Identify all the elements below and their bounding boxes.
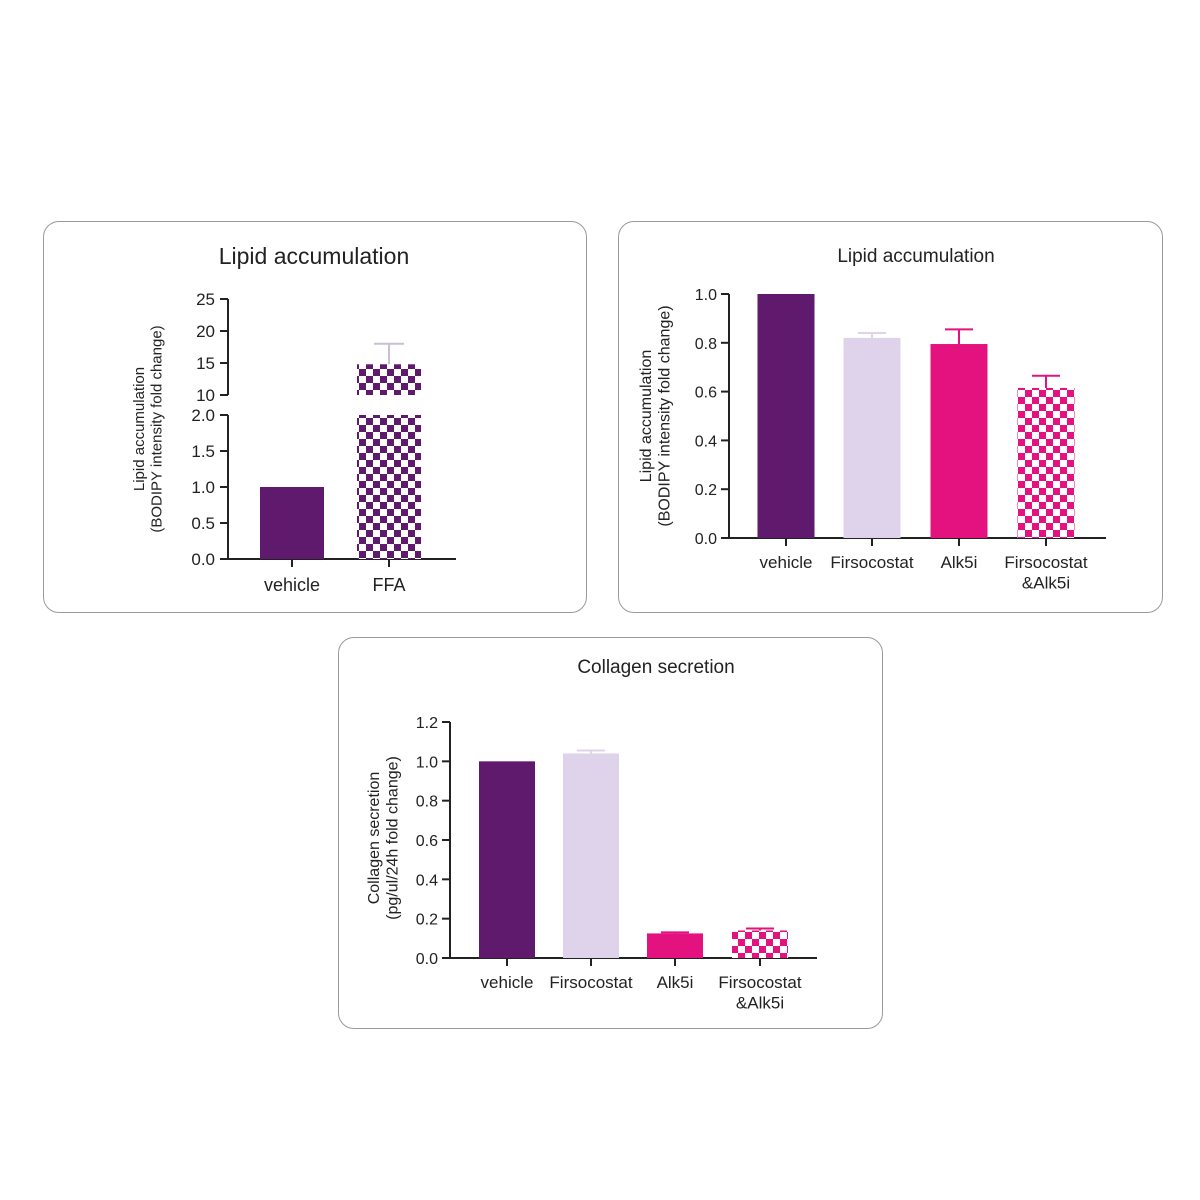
y-tick-label: 20 (196, 322, 215, 341)
bar-vehicle (479, 761, 535, 958)
x-tick-label-line: Firsocostat (549, 973, 632, 992)
x-tick-label-line: vehicle (264, 575, 320, 595)
y-tick-label: 0.6 (695, 385, 717, 402)
x-tick-label: Firsocostat (830, 553, 913, 572)
y-tick-label: 1.0 (416, 754, 438, 771)
bar-alk5i (647, 933, 703, 958)
y-tick-label: 0.2 (416, 912, 438, 929)
y-axis-label-line1: Lipid accumulation (638, 350, 655, 483)
y-tick-label: 0.8 (416, 794, 438, 811)
y-axis-label: Lipid accumulation(BODIPY intensity fold… (638, 305, 673, 526)
y-tick-label: 0.2 (695, 482, 717, 499)
y-tick-label: 1.0 (191, 478, 215, 497)
bar-vehicle (757, 294, 815, 538)
x-tick-label-line: FFA (372, 575, 405, 595)
x-tick-label: Firsocostat &Alk5i (1004, 553, 1087, 592)
y-axis-label-line2: (BODIPY intensity fold change) (148, 325, 165, 532)
chart-title: Lipid accumulation (837, 246, 994, 267)
y-tick-label: 2.0 (191, 406, 215, 425)
y-axis-label-line1: Lipid accumulation (131, 367, 148, 491)
bar-FFA-lower (357, 415, 421, 559)
x-tick-label: Alk5i (657, 973, 694, 992)
y-tick-label: 0.4 (695, 433, 717, 450)
x-tick-label-line: &Alk5i (1022, 573, 1070, 592)
y-tick-label: 0.0 (416, 951, 438, 968)
x-tick-label: vehicle (264, 575, 320, 595)
x-tick-label: vehicle (481, 973, 534, 992)
bar-alk5i (930, 344, 988, 538)
y-tick-label: 1.2 (416, 715, 438, 732)
chart-title: Lipid accumulation (219, 243, 410, 269)
chart-title: Collagen secretion (577, 657, 734, 678)
chart-panel-lipid-ffa: Lipid accumulation Lipid accumulation(BOD… (43, 221, 587, 613)
y-tick-label: 25 (196, 290, 215, 309)
chart-panel-collagen: Collagen secretion Collagen secretion(pg/… (338, 637, 883, 1029)
x-tick-label: vehicle (760, 553, 813, 572)
y-axis-label: Collagen secretion(pg/ul/24h fold change… (366, 756, 401, 920)
x-tick-label: Firsocostat (549, 973, 632, 992)
y-tick-label: 1.0 (695, 287, 717, 304)
x-tick-label: Alk5i (941, 553, 978, 572)
y-tick-label: 0.5 (191, 514, 215, 533)
bar-firsocostat-alk5i (732, 930, 788, 958)
x-tick-label: Firsocostat &Alk5i (718, 973, 801, 1012)
y-axis-label-line1: Collagen secretion (366, 772, 383, 905)
y-axis-label-line2: (BODIPY intensity fold change) (656, 305, 673, 526)
x-tick-label-line: Alk5i (941, 553, 978, 572)
y-tick-label: 15 (196, 354, 215, 373)
y-axis-label-line2: (pg/ul/24h fold change) (384, 756, 401, 920)
y-tick-label: 1.5 (191, 442, 215, 461)
y-tick-label: 10 (196, 386, 215, 405)
y-tick-label: 0.4 (416, 872, 438, 889)
x-tick-label-line: &Alk5i (736, 993, 784, 1012)
x-tick-label: FFA (372, 575, 405, 595)
y-tick-label: 0.8 (695, 336, 717, 353)
chart-panel-lipid-treatments: Lipid accumulation Lipid accumulation(BOD… (618, 221, 1163, 613)
bar-firsocostat (563, 753, 619, 958)
y-tick-label: 0.0 (695, 531, 717, 548)
bar-vehicle (260, 487, 324, 559)
y-tick-label: 0.0 (191, 550, 215, 569)
y-tick-label: 0.6 (416, 833, 438, 850)
bar-FFA-upper (357, 364, 421, 395)
y-axis-label: Lipid accumulation(BODIPY intensity fold… (131, 325, 165, 532)
x-tick-label-line: Firsocostat (830, 553, 913, 572)
x-tick-label-line: Alk5i (657, 973, 694, 992)
x-tick-label-line: Firsocostat (1004, 553, 1087, 572)
x-tick-label-line: vehicle (760, 553, 813, 572)
bar-firsocostat-alk5i (1017, 387, 1075, 538)
bar-firsocostat (843, 337, 901, 538)
x-tick-label-line: vehicle (481, 973, 534, 992)
x-tick-label-line: Firsocostat (718, 973, 801, 992)
